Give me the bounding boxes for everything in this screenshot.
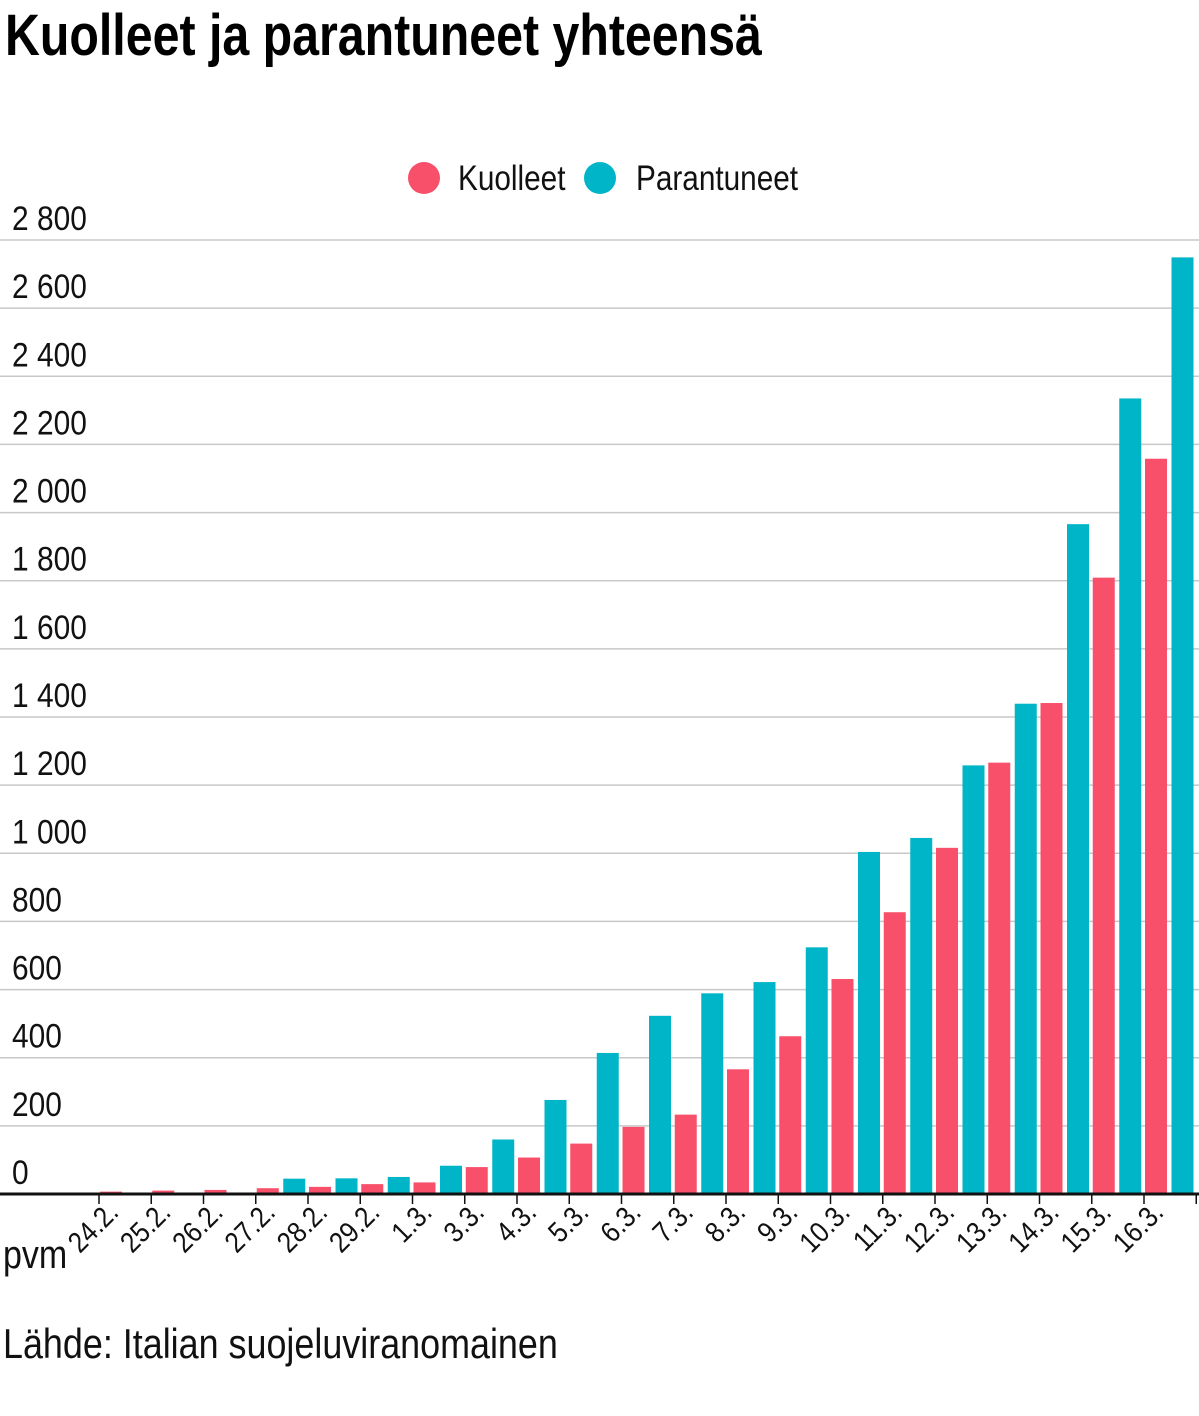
y-tick-label-14: 2 800 xyxy=(12,199,87,237)
x-tick-label-17: 13.3. xyxy=(949,1195,1012,1258)
x-tick-label-20: 16.3. xyxy=(1106,1195,1169,1258)
y-tick-label-10: 2 000 xyxy=(12,472,87,510)
kuolleet-bar-8 xyxy=(518,1157,540,1194)
legend-item-parantuneet: Parantuneet xyxy=(584,159,798,198)
kuolleet-bar-17 xyxy=(988,762,1011,1194)
parantuneet-bar-13 xyxy=(805,947,828,1194)
y-tick-label-12: 2 400 xyxy=(12,335,87,373)
gridlines xyxy=(0,239,1199,1127)
kuolleet-bar-15 xyxy=(883,912,906,1194)
parantuneet-bar-15 xyxy=(910,837,933,1194)
x-tick-label-16: 12.3. xyxy=(897,1195,960,1258)
parantuneet-bar-10 xyxy=(649,1015,671,1194)
legend: Kuolleet Parantuneet xyxy=(408,159,798,198)
y-tick-label-9: 1 800 xyxy=(12,540,87,578)
bars xyxy=(100,257,1194,1194)
legend-parantuneet-swatch xyxy=(584,162,616,194)
parantuneet-bar-5 xyxy=(387,1176,410,1194)
parantuneet-bar-19 xyxy=(1119,398,1142,1194)
x-axis-tick-labels: 24.2.25.2.26.2.27.2.28.2.29.2.1.3.3.3.4.… xyxy=(61,1195,1169,1258)
kuolleet-bar-4 xyxy=(309,1186,331,1194)
parantuneet-bar-12 xyxy=(753,982,776,1194)
kuolleet-bar-12 xyxy=(727,1069,749,1194)
kuolleet-bar-16 xyxy=(936,847,958,1194)
parantuneet-bar-7 xyxy=(492,1139,515,1194)
kuolleet-bar-2 xyxy=(204,1189,227,1194)
parantuneet-bar-3 xyxy=(283,1178,306,1194)
x-tick-label-12: 8.3. xyxy=(698,1195,751,1248)
parantuneet-bar-6 xyxy=(440,1165,462,1194)
y-tick-label-5: 1 000 xyxy=(12,812,87,850)
x-tick-label-2: 26.2. xyxy=(166,1195,229,1258)
x-tick-label-9: 5.3. xyxy=(541,1195,594,1248)
legend-kuolleet-label: Kuolleet xyxy=(458,159,565,198)
x-tick-label-7: 3.3. xyxy=(437,1195,490,1248)
kuolleet-bar-20 xyxy=(1145,458,1167,1194)
y-tick-label-1: 200 xyxy=(12,1085,62,1123)
y-tick-label-7: 1 400 xyxy=(12,676,87,714)
x-tick-label-5: 29.2. xyxy=(322,1195,385,1258)
y-tick-label-0: 0 xyxy=(12,1153,29,1191)
kuolleet-bar-5 xyxy=(361,1184,384,1194)
parantuneet-bar-11 xyxy=(701,993,724,1194)
kuolleet-bar-9 xyxy=(570,1143,593,1194)
x-tick-label-3: 27.2. xyxy=(218,1195,281,1258)
parantuneet-bar-17 xyxy=(1014,703,1037,1194)
parantuneet-bar-8 xyxy=(544,1099,567,1194)
kuolleet-bar-19 xyxy=(1092,577,1115,1194)
y-tick-label-4: 800 xyxy=(12,881,62,919)
y-tick-label-3: 600 xyxy=(12,949,62,987)
legend-kuolleet-swatch xyxy=(408,162,440,194)
kuolleet-bar-11 xyxy=(674,1114,697,1194)
chart-title: Kuolleet ja parantuneet yhteensä xyxy=(5,4,762,68)
y-tick-label-8: 1 600 xyxy=(12,608,87,646)
kuolleet-bar-7 xyxy=(465,1167,488,1194)
legend-item-kuolleet: Kuolleet xyxy=(408,159,565,198)
kuolleet-bar-14 xyxy=(831,979,854,1194)
y-tick-label-11: 2 200 xyxy=(12,404,87,442)
x-tick-label-4: 28.2. xyxy=(270,1195,333,1258)
parantuneet-bar-20 xyxy=(1171,257,1194,1194)
kuolleet-bar-1 xyxy=(152,1190,175,1194)
x-tick-label-8: 4.3. xyxy=(489,1195,542,1248)
x-tick-label-1: 25.2. xyxy=(113,1195,176,1258)
x-tick-label-11: 7.3. xyxy=(646,1195,699,1248)
kuolleet-bar-10 xyxy=(622,1126,645,1194)
parantuneet-bar-18 xyxy=(1067,524,1089,1194)
kuolleet-bar-3 xyxy=(256,1188,279,1194)
source-note: Lähde: Italian suojeluviranomainen xyxy=(3,1321,558,1367)
x-tick-label-18: 14.3. xyxy=(1002,1195,1065,1258)
kuolleet-bar-18 xyxy=(1040,703,1063,1194)
x-tick-label-13: 9.3. xyxy=(750,1195,803,1248)
x-axis xyxy=(0,1192,1199,1204)
x-tick-label-0: 24.2. xyxy=(61,1195,124,1258)
parantuneet-bar-4 xyxy=(335,1178,358,1194)
x-tick-label-19: 15.3. xyxy=(1054,1195,1117,1258)
x-tick-label-10: 6.3. xyxy=(594,1195,647,1248)
x-tick-label-6: 1.3. xyxy=(385,1195,438,1248)
x-axis-label: pvm xyxy=(3,1231,67,1276)
legend-parantuneet-label: Parantuneet xyxy=(636,159,798,198)
x-tick-label-14: 10.3. xyxy=(793,1195,856,1258)
parantuneet-bar-16 xyxy=(962,765,985,1194)
y-axis-tick-labels: 0 200 400 600 800 1 000 1 200 1 400 1 600 1 800 2 … xyxy=(12,199,87,1191)
x-tick-label-15: 11.3. xyxy=(846,1195,908,1257)
parantuneet-bar-14 xyxy=(858,851,880,1194)
kuolleet-bar-13 xyxy=(779,1036,802,1194)
y-tick-label-13: 2 600 xyxy=(12,267,87,305)
kuolleet-bar-6 xyxy=(413,1182,436,1194)
y-tick-label-2: 400 xyxy=(12,1017,62,1055)
parantuneet-bar-9 xyxy=(596,1052,619,1194)
y-tick-label-6: 1 200 xyxy=(12,744,87,782)
